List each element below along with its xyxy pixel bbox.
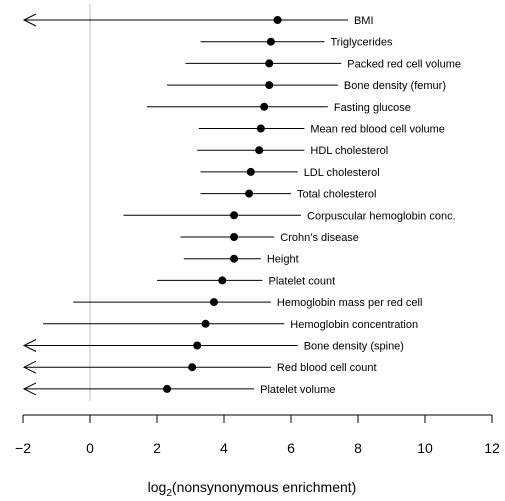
trait-label: Hemoglobin mass per red cell bbox=[277, 297, 423, 309]
trait-label: Hemoglobin concentration bbox=[290, 319, 418, 331]
estimate-point bbox=[230, 211, 239, 220]
trait-row: Red blood cell count bbox=[22, 360, 377, 374]
estimate-point bbox=[193, 341, 202, 350]
estimate-point bbox=[188, 363, 197, 372]
trait-label: Crohn’s disease bbox=[280, 232, 359, 244]
x-axis-title-subscript: 2 bbox=[166, 488, 172, 499]
trait-label: Corpuscular hemoglobin conc. bbox=[307, 210, 456, 222]
trait-row: Platelet volume bbox=[22, 382, 335, 396]
estimate-point bbox=[266, 37, 275, 46]
estimate-point bbox=[246, 167, 255, 176]
open-lower-arrow bbox=[22, 382, 37, 396]
x-tick-label: 10 bbox=[417, 440, 433, 456]
open-lower-arrow bbox=[22, 339, 37, 352]
trait-label: Packed red cell volume bbox=[347, 58, 461, 70]
estimate-point bbox=[209, 298, 218, 307]
x-axis-title-prefix: log bbox=[148, 479, 167, 495]
x-tick-label: 12 bbox=[484, 440, 500, 456]
trait-row: Bone density (femur) bbox=[167, 80, 446, 92]
trait-row: Packed red cell volume bbox=[185, 58, 461, 70]
trait-label: Red blood cell count bbox=[277, 362, 377, 374]
trait-label: Fasting glucose bbox=[334, 102, 411, 114]
trait-row: Fasting glucose bbox=[146, 102, 411, 114]
trait-row: BMI bbox=[22, 13, 374, 27]
trait-row: HDL cholesterol bbox=[197, 145, 388, 157]
x-tick-label: 2 bbox=[153, 440, 161, 456]
x-tick-label: −2 bbox=[15, 440, 31, 456]
trait-label: Platelet count bbox=[269, 275, 336, 287]
estimate-point bbox=[230, 254, 239, 263]
trait-label: Bone density (femur) bbox=[344, 80, 446, 92]
x-tick-label: 0 bbox=[86, 440, 94, 456]
x-axis: −2 0 2 4 6 8 10 12 bbox=[15, 414, 500, 456]
open-lower-arrow bbox=[22, 360, 37, 374]
estimate-point bbox=[163, 384, 172, 393]
trait-row: Crohn’s disease bbox=[180, 232, 359, 244]
trait-label: Platelet volume bbox=[260, 384, 335, 396]
x-tick-label: 4 bbox=[220, 440, 228, 456]
trait-label: LDL cholesterol bbox=[304, 167, 380, 179]
plot-area: BMI Triglycerides Packed red cell volume Bo… bbox=[22, 4, 461, 401]
trait-row: Triglycerides bbox=[200, 37, 393, 49]
trait-row: Corpuscular hemoglobin conc. bbox=[123, 210, 456, 222]
trait-row: Mean red blood cell volume bbox=[198, 124, 445, 136]
trait-row: Total cholesterol bbox=[200, 189, 377, 201]
x-tick-label: 8 bbox=[354, 440, 362, 456]
open-lower-arrow bbox=[22, 13, 37, 27]
trait-label: Mean red blood cell volume bbox=[310, 124, 445, 136]
estimate-point bbox=[230, 233, 239, 241]
x-axis-title: log2(nonsynonymous enrichment) bbox=[148, 479, 357, 499]
estimate-point bbox=[256, 124, 265, 133]
trait-row: Hemoglobin mass per red cell bbox=[73, 297, 422, 309]
x-axis-title-rest: (nonsynonymous enrichment) bbox=[172, 479, 356, 495]
x-tick-label: 6 bbox=[287, 440, 295, 456]
estimate-point bbox=[255, 146, 264, 155]
estimate-point bbox=[273, 16, 282, 24]
trait-row: Platelet count bbox=[157, 275, 335, 287]
estimate-point bbox=[260, 102, 269, 111]
trait-row: LDL cholesterol bbox=[200, 167, 380, 179]
estimate-point bbox=[218, 276, 227, 285]
trait-row: Bone density (spine) bbox=[22, 339, 404, 353]
trait-row: Hemoglobin concentration bbox=[43, 319, 418, 331]
estimate-point bbox=[201, 319, 210, 328]
trait-label: HDL cholesterol bbox=[310, 145, 388, 157]
estimate-point bbox=[265, 59, 274, 68]
trait-label: Bone density (spine) bbox=[304, 341, 404, 353]
trait-label: Triglycerides bbox=[331, 37, 393, 49]
estimate-point bbox=[245, 189, 254, 198]
trait-label: Total cholesterol bbox=[297, 189, 377, 201]
estimate-point bbox=[265, 81, 274, 90]
trait-label: BMI bbox=[354, 15, 374, 27]
trait-row: Height bbox=[183, 254, 299, 266]
trait-label: Height bbox=[267, 254, 299, 266]
